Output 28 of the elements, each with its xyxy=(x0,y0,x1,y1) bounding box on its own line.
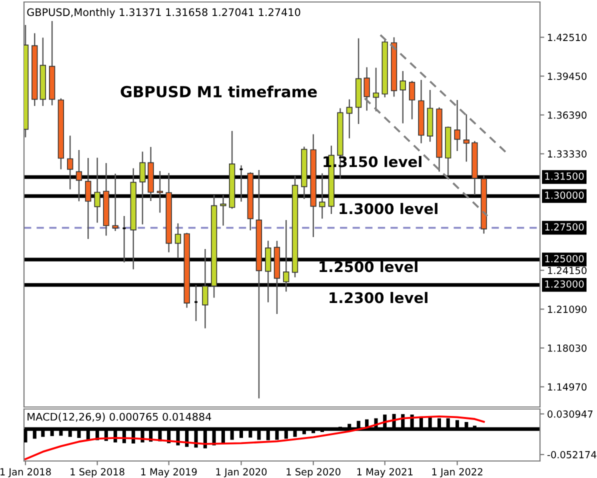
annotation: 1.3000 level xyxy=(340,202,438,214)
ref-line-label: 1.30000 xyxy=(545,192,584,199)
chart-title: MACD(12,26,9) 0.000765 0.014884 xyxy=(28,412,212,422)
x-tick-label: 1 Jan 2022 xyxy=(432,468,482,478)
ref-line-label: 1.27500 xyxy=(545,223,584,231)
ref-line-label: 1.25000 xyxy=(545,254,584,262)
ref-line-label: 1.23000 xyxy=(545,280,584,288)
y-tick-label: 1.39450 xyxy=(548,72,587,80)
x-tick-label: 1 May 2019 xyxy=(141,468,197,478)
y-tick-label: 1.24150 xyxy=(548,266,587,274)
annotation: GBPUSD M1 timeframe xyxy=(120,86,317,98)
text: GBPUSD,Monthly 1.31371 1.31658 1.27041 1.27410 xyxy=(27,8,300,18)
x-tick-label: 1 Sep 2020 xyxy=(286,468,340,478)
y-tick-label: 1.33330 xyxy=(548,150,587,158)
annotation: 1.2500 level xyxy=(320,260,418,272)
y-tick-label: 1.14970 xyxy=(548,383,587,391)
ref-line-label: 1.31500 xyxy=(545,172,584,180)
x-tick-label: 1 May 2021 xyxy=(357,468,413,478)
y-tick-label: 1.42510 xyxy=(548,34,587,42)
annotation: 1.2300 level xyxy=(330,292,428,304)
y-tick-label: 1.21090 xyxy=(548,306,587,313)
x-tick-label: 1 Sep 2018 xyxy=(70,468,124,478)
y-tick-label: -0.052174 xyxy=(547,451,596,458)
x-tick-label: 1 Jan 2018 xyxy=(0,468,51,478)
y-tick-label: 0.030947 xyxy=(548,410,593,418)
x-tick-label: 1 Jan 2020 xyxy=(216,468,267,478)
y-tick-label: 1.18030 xyxy=(548,344,587,352)
y-tick-label: 1.36390 xyxy=(548,111,587,119)
